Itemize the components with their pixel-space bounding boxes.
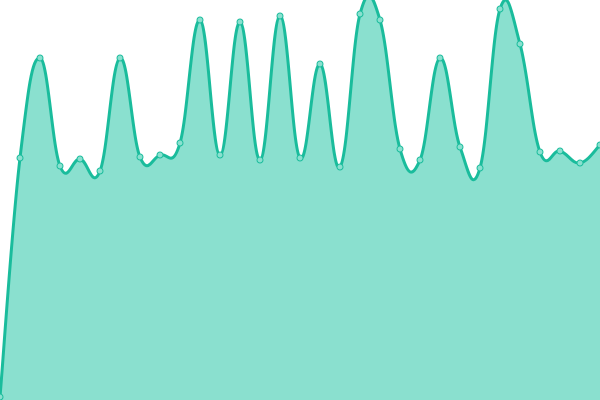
data-point-19 [376, 16, 384, 24]
data-point-14 [276, 12, 284, 20]
data-point-21 [416, 156, 424, 164]
data-point-23 [456, 143, 464, 151]
data-point-12 [236, 18, 244, 26]
data-point-28 [556, 147, 564, 155]
data-point-13 [256, 156, 264, 164]
data-point-18 [356, 10, 364, 18]
data-point-2 [36, 54, 44, 62]
data-point-26 [516, 40, 524, 48]
data-point-15 [296, 154, 304, 162]
data-point-8 [156, 151, 164, 159]
data-point-9 [176, 139, 184, 147]
data-point-5 [96, 167, 104, 175]
data-point-20 [396, 145, 404, 153]
data-point-10 [196, 16, 204, 24]
data-points [0, 5, 600, 400]
data-point-1 [16, 154, 24, 162]
data-point-29 [576, 159, 584, 167]
data-point-11 [216, 151, 224, 159]
data-point-0 [0, 393, 4, 400]
data-point-16 [316, 60, 324, 68]
data-point-24 [476, 164, 484, 172]
data-point-22 [436, 54, 444, 62]
data-point-6 [116, 54, 124, 62]
data-point-4 [76, 155, 84, 163]
data-point-30 [596, 141, 600, 149]
data-point-17 [336, 163, 344, 171]
data-point-3 [56, 162, 64, 170]
data-point-7 [136, 153, 144, 161]
data-point-25 [496, 5, 504, 13]
data-point-27 [536, 148, 544, 156]
